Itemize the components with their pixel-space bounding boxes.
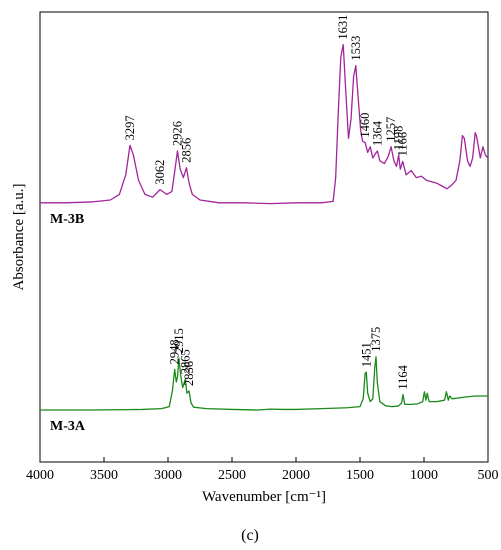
series-line-m-3b <box>40 43 489 205</box>
x-axis-label: Wavenumber [cm⁻¹] <box>202 489 326 505</box>
peak-label: 2856 <box>179 138 193 163</box>
x-tick-label: 3500 <box>90 468 118 483</box>
x-axis-ticks: 4000 3500 3000 2500 2000 1500 1000 500 <box>26 457 499 483</box>
x-tick-label: 4000 <box>26 468 54 483</box>
peak-label: 1375 <box>369 327 383 352</box>
series-label-m-3a: M-3A <box>50 419 86 434</box>
peak-label: 1460 <box>358 113 372 138</box>
peak-label: 1257 <box>384 117 398 142</box>
x-tick-label: 1500 <box>346 468 374 483</box>
x-tick-label: 500 <box>478 468 499 483</box>
peak-label: 2948 <box>168 339 182 364</box>
series-layer <box>40 43 489 411</box>
y-axis-label: Absorbance [a.u.] <box>11 183 27 290</box>
peak-label: 2836 <box>182 361 196 386</box>
x-tick-label: 2500 <box>218 468 246 483</box>
x-tick-label: 1000 <box>410 468 438 483</box>
plot-frame <box>39 11 489 463</box>
peak-label: 1198 <box>392 126 406 151</box>
peak-label: 1451 <box>359 342 373 367</box>
peak-label: 1164 <box>396 364 410 389</box>
peak-label: 3297 <box>123 115 137 140</box>
x-tick-label: 3000 <box>154 468 182 483</box>
series-labels: M-3B M-3A <box>50 212 86 434</box>
peak-label: 2926 <box>170 121 184 146</box>
peak-label: 1631 <box>336 15 350 40</box>
peak-label: 3062 <box>153 160 167 185</box>
peak-label: 2865 <box>178 349 192 374</box>
x-tick-label: 2000 <box>282 468 310 483</box>
panel-label: (c) <box>241 527 259 544</box>
series-label-m-3b: M-3B <box>50 212 84 227</box>
peak-label: 1533 <box>349 36 363 61</box>
peak-label: 2915 <box>172 328 186 353</box>
series-line-m-3a <box>40 356 488 411</box>
peak-label: 1364 <box>370 120 384 146</box>
peak-label: 1166 <box>396 132 410 157</box>
